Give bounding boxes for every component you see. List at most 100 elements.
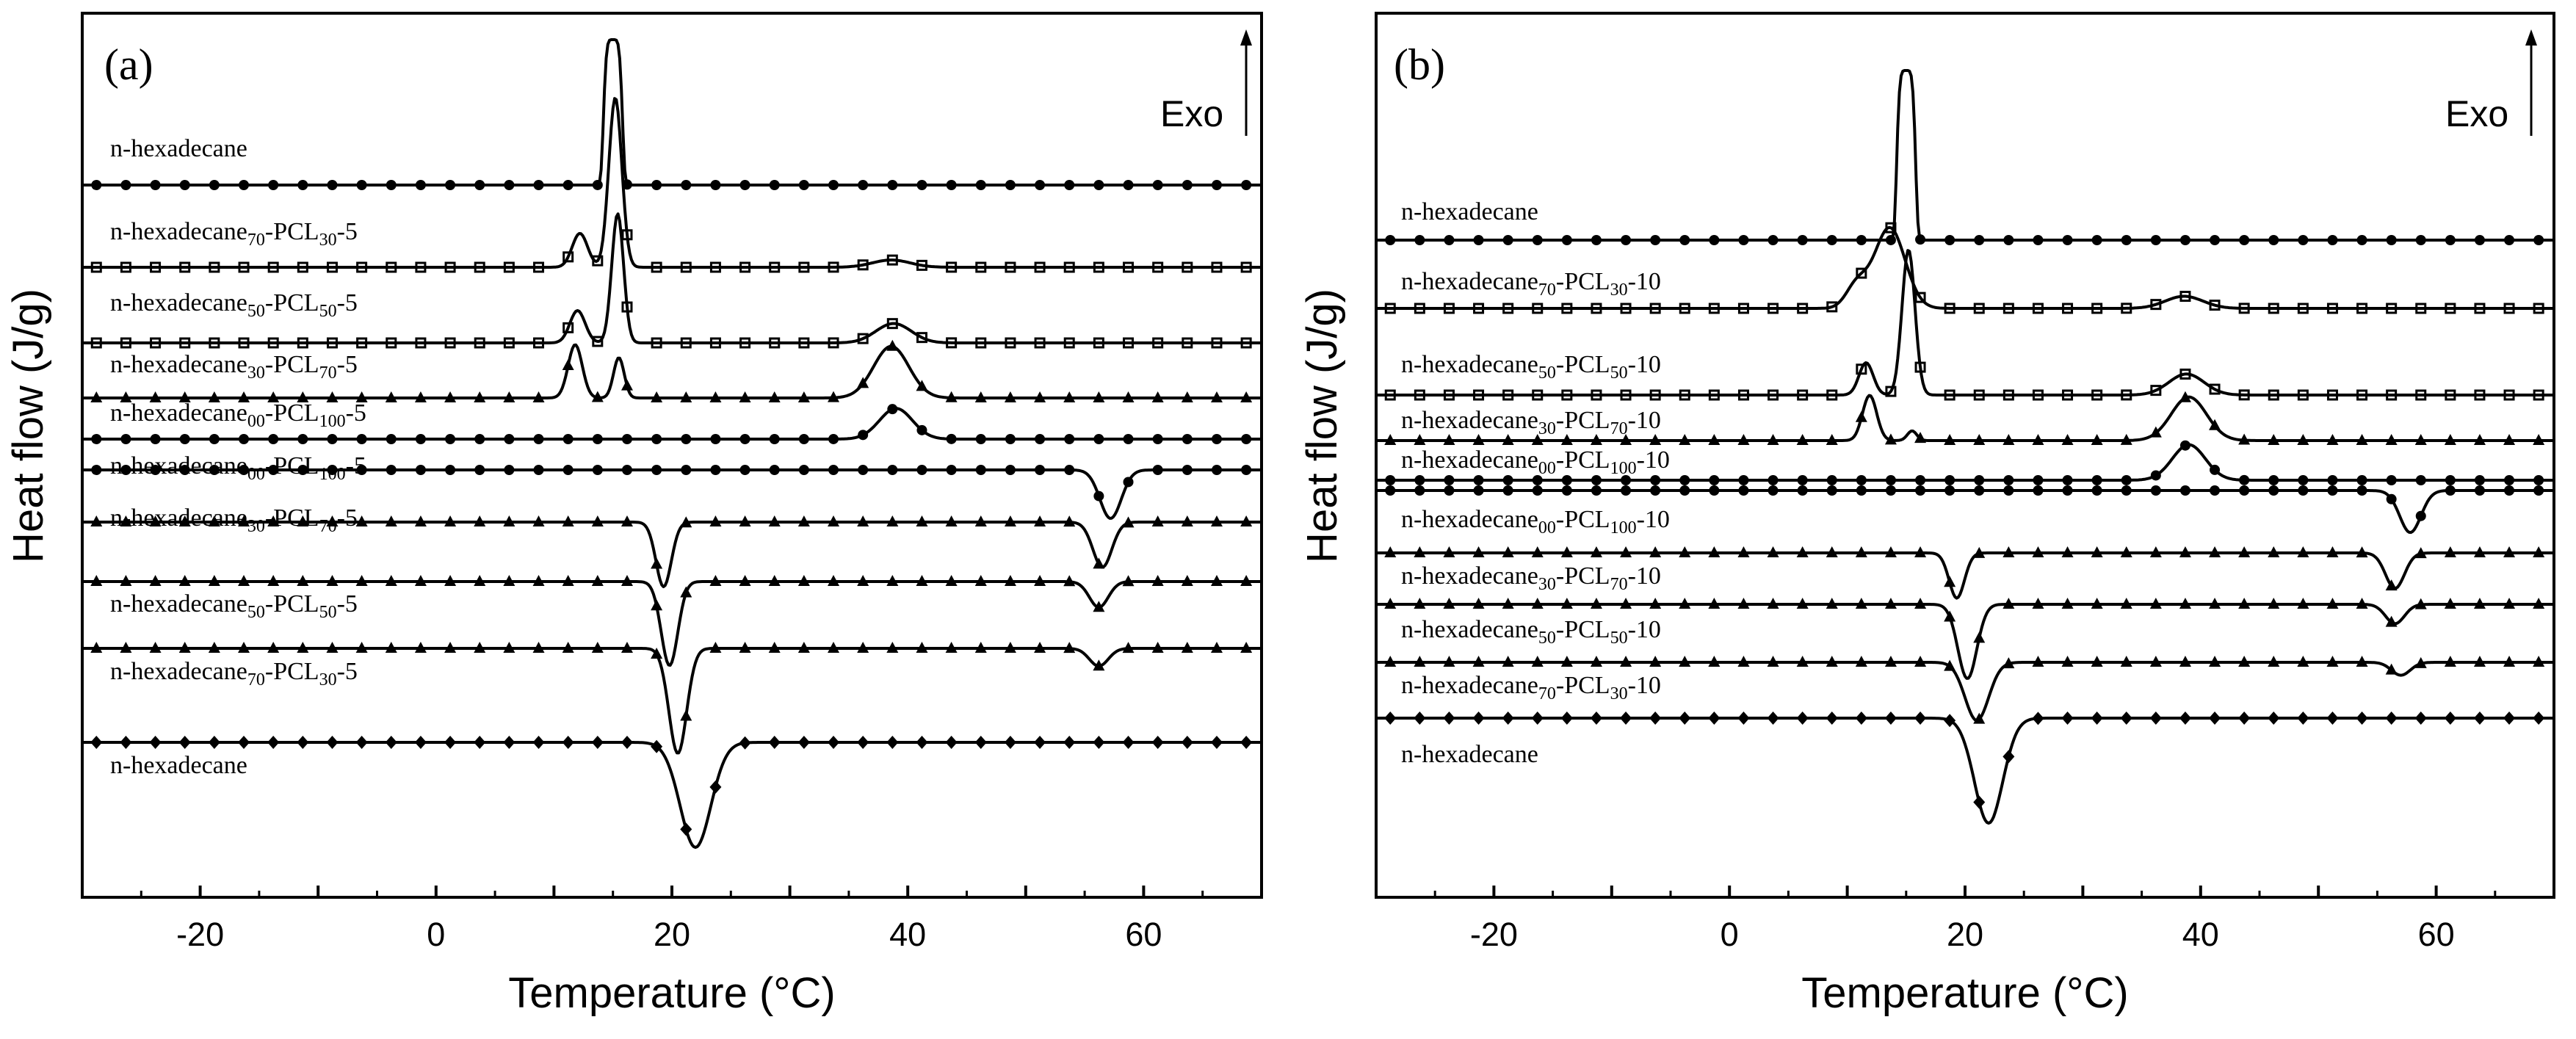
- data-point-marker: [1767, 598, 1779, 609]
- data-point-marker: [1590, 656, 1602, 667]
- data-point-marker: [1944, 475, 1955, 485]
- data-point-marker: [326, 642, 339, 653]
- data-point-marker: [2150, 385, 2162, 397]
- data-point-marker: [2091, 656, 2103, 667]
- data-point-marker: [887, 180, 898, 190]
- data-point-marker: [209, 180, 220, 190]
- data-point-marker: [2209, 300, 2221, 311]
- series-heating-7: n-hexadecane50-PCL50-5: [82, 575, 1262, 667]
- data-point-marker: [533, 180, 544, 190]
- data-point-marker: [1856, 485, 1867, 496]
- data-point-marker: [445, 180, 456, 190]
- data-point-marker: [267, 515, 280, 526]
- data-point-marker: [2533, 712, 2545, 725]
- data-point-marker: [267, 575, 280, 586]
- data-point-marker: [1679, 546, 1691, 557]
- data-point-marker: [1093, 261, 1104, 273]
- data-point-marker: [2268, 485, 2279, 496]
- data-point-marker: [1591, 389, 1602, 401]
- data-point-marker: [1531, 598, 1544, 609]
- data-point-marker: [945, 642, 958, 653]
- series-heating-8: n-hexadecane70-PCL30-5: [82, 642, 1262, 755]
- data-point-marker: [1649, 434, 1662, 445]
- data-point-marker: [2032, 712, 2044, 725]
- data-point-marker: [591, 642, 604, 653]
- data-point-marker: [828, 337, 839, 349]
- series-label: n-hexadecane70-PCL30-5: [110, 658, 358, 689]
- data-point-marker: [385, 736, 397, 749]
- data-point-marker: [150, 465, 161, 475]
- series-cooling-4: n-hexadecane00-PCL100-5: [82, 399, 1262, 444]
- data-point-marker: [2120, 712, 2132, 725]
- data-point-marker: [1473, 235, 1484, 245]
- series-line: [82, 343, 1262, 399]
- panel-label: (b): [1394, 40, 1445, 89]
- series-heating-6: n-hexadecane30-PCL70-10: [1376, 546, 2554, 600]
- data-point-marker: [1004, 515, 1016, 526]
- data-point-marker: [2238, 303, 2250, 314]
- data-point-marker: [238, 337, 250, 349]
- data-point-marker: [1472, 434, 1485, 445]
- data-point-marker: [1240, 642, 1253, 653]
- data-point-marker: [2179, 235, 2190, 245]
- x-tick-label: 40: [889, 916, 926, 953]
- data-point-marker: [857, 515, 869, 526]
- data-point-marker: [1385, 475, 1396, 485]
- data-point-marker: [238, 736, 250, 749]
- data-point-marker: [2473, 712, 2486, 725]
- data-point-marker: [1620, 434, 1632, 445]
- data-point-marker: [2385, 615, 2398, 627]
- data-point-marker: [90, 337, 102, 349]
- data-point-marker: [1884, 598, 1897, 609]
- data-point-marker: [385, 642, 397, 653]
- data-point-marker: [2297, 389, 2309, 401]
- data-point-marker: [1063, 261, 1075, 273]
- data-point-marker: [2150, 470, 2161, 481]
- data-point-marker: [591, 736, 604, 749]
- data-point-marker: [1093, 180, 1104, 190]
- data-point-marker: [1591, 235, 1602, 245]
- data-point-marker: [1826, 389, 1838, 401]
- data-point-marker: [1240, 575, 1253, 586]
- data-point-marker: [2386, 475, 2397, 485]
- data-point-marker: [150, 261, 162, 273]
- data-point-marker: [1034, 337, 1046, 349]
- data-point-marker: [1064, 434, 1075, 444]
- data-point-marker: [798, 180, 809, 190]
- data-point-marker: [503, 337, 515, 349]
- data-point-marker: [1797, 235, 1808, 245]
- data-point-marker: [1210, 642, 1223, 653]
- data-point-marker: [1384, 712, 1397, 725]
- data-point-marker: [1414, 598, 1426, 609]
- data-point-marker: [2504, 485, 2515, 496]
- data-point-marker: [2326, 389, 2338, 401]
- data-point-marker: [2061, 656, 2074, 667]
- data-point-marker: [2268, 433, 2280, 445]
- data-point-marker: [1472, 712, 1485, 725]
- data-point-marker: [975, 180, 986, 190]
- data-point-marker: [2210, 485, 2221, 496]
- data-point-marker: [1035, 465, 1046, 475]
- data-point-marker: [1973, 795, 1986, 809]
- data-point-marker: [1915, 234, 1926, 245]
- data-point-marker: [1796, 598, 1809, 609]
- data-point-marker: [1063, 642, 1076, 654]
- series-line: [82, 38, 1262, 187]
- data-point-marker: [120, 391, 132, 402]
- data-point-marker: [1856, 235, 1867, 245]
- data-point-marker: [326, 391, 339, 402]
- data-point-marker: [91, 434, 102, 444]
- data-point-marker: [2415, 235, 2426, 245]
- data-point-marker: [1123, 261, 1135, 273]
- data-point-marker: [1708, 389, 1720, 401]
- data-point-marker: [975, 433, 986, 444]
- data-point-marker: [1737, 434, 1750, 445]
- panel-a: -20 0 20 40 60 Temperature (°C) Heat flow (J/g…: [4, 12, 1263, 1017]
- data-point-marker: [651, 261, 662, 273]
- data-point-marker: [858, 465, 869, 475]
- data-point-marker: [297, 337, 308, 349]
- data-point-marker: [2503, 598, 2516, 609]
- x-tick-label: -20: [1470, 916, 1518, 953]
- data-point-marker: [1241, 465, 1252, 475]
